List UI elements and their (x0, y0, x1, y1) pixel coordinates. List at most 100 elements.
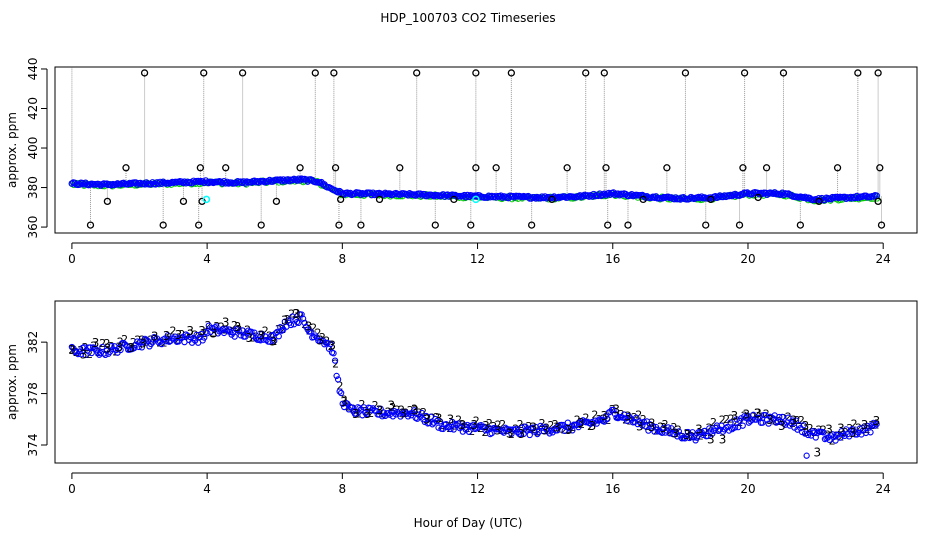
bottom-primary-label: 3 (802, 419, 810, 433)
top-primary-point (158, 180, 166, 187)
top-primary-point (279, 176, 287, 183)
bottom-secondary-label: 2 (719, 414, 726, 427)
bottom-primary-point (245, 327, 252, 334)
bottom-primary-point (251, 329, 258, 336)
bottom-secondary-label: 2 (552, 418, 559, 431)
bottom-primary-label: 3 (530, 421, 538, 435)
bottom-secondary-label: 2 (793, 414, 800, 427)
top-outlier-point (357, 221, 365, 229)
bottom-y-tick-label: 378 (26, 382, 40, 405)
bottom-primary-point (846, 433, 853, 440)
bottom-primary-point (360, 404, 368, 411)
bottom-primary-label: 3 (813, 445, 821, 459)
top-x-tick-label: 8 (339, 252, 347, 266)
bottom-primary-label: 3 (742, 408, 750, 422)
bottom-primary-point (394, 408, 401, 416)
bottom-primary-point (744, 412, 751, 419)
bottom-primary-point (77, 351, 85, 358)
bottom-primary-label: 3 (553, 421, 561, 435)
bottom-secondary-label: 2 (499, 418, 506, 431)
top-outlier-point (507, 69, 516, 77)
bottom-primary-label: 3 (293, 307, 301, 321)
bottom-primary-point (759, 419, 766, 426)
bottom-primary-point (690, 434, 698, 441)
bottom-secondary-label: 2 (868, 419, 875, 432)
top-outlier-point (639, 195, 647, 204)
bottom-secondary-label: 2 (104, 337, 111, 350)
bottom-primary-point (839, 431, 847, 438)
bottom-primary-point (800, 422, 807, 429)
bottom-secondary-label: 2 (411, 402, 418, 415)
bottom-primary-point (406, 410, 413, 417)
top-primary-point (264, 178, 272, 185)
bottom-primary-point (310, 333, 317, 341)
bottom-primary-point (426, 419, 433, 427)
bottom-primary-label: 3 (482, 419, 490, 433)
bottom-primary-point (324, 339, 331, 347)
top-x-tick-label: 12 (470, 252, 485, 266)
bottom-secondary-label: 2 (169, 324, 176, 337)
bottom-primary-point (321, 341, 328, 348)
bottom-primary-point (418, 409, 425, 417)
top-outlier-point (681, 69, 690, 77)
top-y-tick-label: 420 (26, 97, 40, 120)
bottom-primary-point (331, 357, 339, 364)
bottom-x-tick-label: 8 (339, 482, 347, 496)
bottom-primary-point (569, 427, 576, 434)
top-highlight-point (472, 195, 480, 204)
top-primary-point (658, 194, 666, 202)
top-primary-point (190, 177, 197, 185)
top-primary-point (497, 192, 505, 200)
bottom-primary-point (163, 338, 170, 345)
top-outlier-point (122, 164, 130, 172)
top-y-tick-label: 440 (26, 58, 40, 81)
bottom-secondary-label: 2 (583, 411, 590, 424)
bottom-secondary-label: 2 (376, 403, 383, 416)
top-primary-point (599, 191, 607, 199)
bottom-primary-label: 3 (825, 423, 833, 437)
bottom-primary-point (377, 405, 384, 412)
top-primary-point (362, 190, 369, 198)
bottom-primary-label: 3 (376, 403, 384, 417)
top-outlier-point (238, 69, 247, 77)
top-primary-point (596, 190, 604, 198)
bottom-primary-point (164, 332, 171, 339)
top-outlier-point (257, 221, 265, 229)
bottom-primary-point (789, 417, 797, 424)
top-outlier-point (296, 164, 304, 172)
bottom-primary-label: 3 (198, 324, 206, 338)
bottom-primary-point (649, 422, 657, 430)
bottom-primary-point (123, 342, 130, 350)
top-outlier-point (663, 164, 671, 172)
top-primary-point (108, 181, 115, 189)
top-primary-point (855, 194, 862, 202)
bottom-secondary-label: 2 (279, 323, 286, 336)
bottom-primary-label: 3 (151, 329, 159, 343)
bottom-primary-label: 3 (506, 426, 514, 440)
bottom-secondary-label: 2 (231, 319, 238, 332)
bottom-primary-point (512, 425, 520, 433)
bottom-secondary-label: 2 (99, 337, 106, 350)
bottom-primary-point (363, 410, 371, 418)
bottom-primary-label: 3 (305, 320, 313, 334)
bottom-secondary-label: 2 (358, 398, 365, 411)
bottom-x-tick-label: 20 (740, 482, 755, 496)
bottom-primary-point (147, 340, 155, 348)
top-primary-point (640, 192, 648, 200)
bottom-secondary-label: 2 (121, 333, 128, 346)
bottom-primary-label: 3 (234, 320, 242, 334)
top-outlier-point (833, 164, 842, 172)
bottom-primary-point (143, 336, 150, 343)
top-outlier-point (335, 221, 343, 229)
bottom-primary-point (333, 372, 340, 380)
top-outlier-point (86, 221, 95, 229)
bottom-secondary-label: 2 (306, 325, 313, 338)
bottom-primary-point (864, 422, 871, 430)
bottom-secondary-label: 2 (473, 415, 480, 428)
top-x-tick-label: 20 (740, 252, 755, 266)
top-outlier-point (527, 221, 536, 229)
bottom-primary-point (242, 333, 249, 340)
bottom-primary-label: 3 (80, 347, 88, 361)
bottom-primary-point (138, 344, 146, 351)
bottom-secondary-label: 2 (596, 413, 603, 426)
